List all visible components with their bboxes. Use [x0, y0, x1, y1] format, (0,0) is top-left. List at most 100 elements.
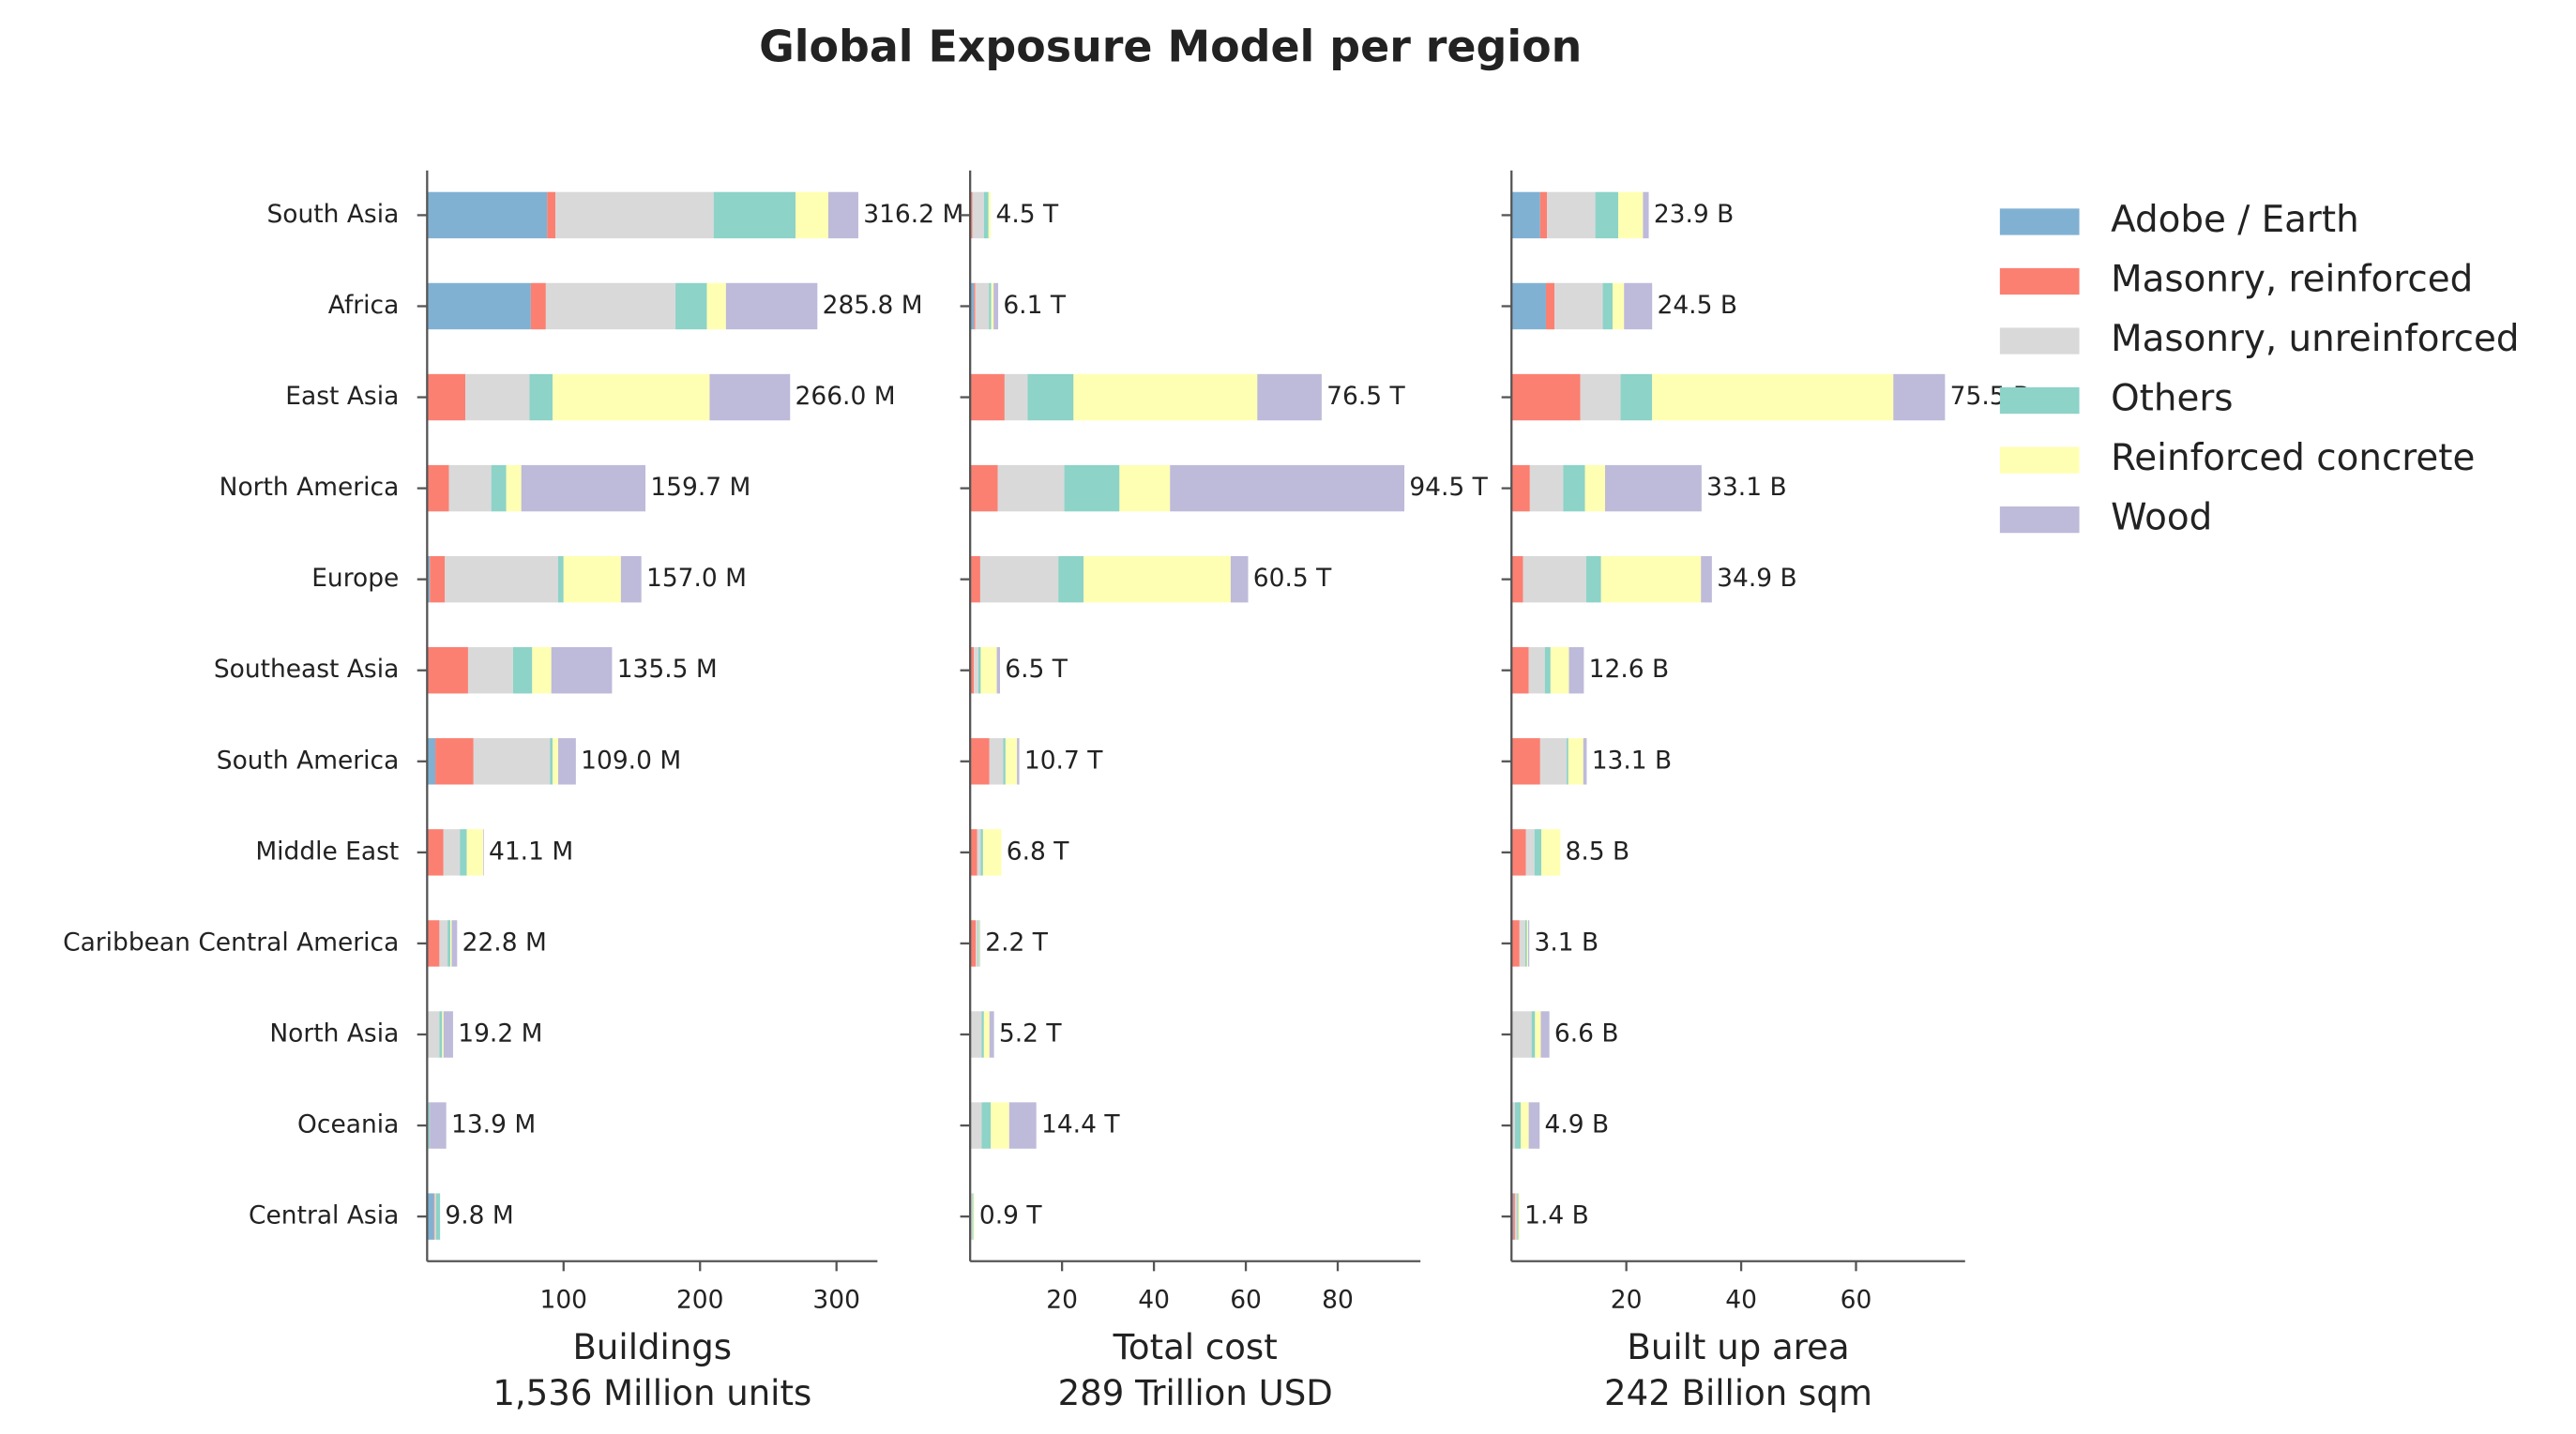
total-label: 12.6 B — [1589, 655, 1670, 684]
bar-segment — [991, 1102, 1009, 1149]
bar-segment — [1547, 191, 1596, 239]
x-axis-detail: 242 Billion sqm — [1604, 1373, 1872, 1413]
bar-segment — [973, 1193, 975, 1240]
bar-segment — [1567, 738, 1568, 785]
bar-segment — [430, 1102, 447, 1149]
bar-segment — [445, 555, 558, 603]
y-tick-label: Central Asia — [249, 1201, 399, 1230]
y-tick-label: Caribbean Central America — [63, 928, 399, 957]
total-label: 34.9 B — [1717, 564, 1797, 593]
bar-segment — [550, 738, 553, 785]
bar-segment — [1602, 282, 1613, 330]
bar-segment — [427, 373, 466, 421]
total-label: 8.5 B — [1566, 837, 1630, 866]
legend-label: Others — [2111, 378, 2233, 420]
total-label: 0.9 T — [979, 1201, 1043, 1230]
bar-segment — [427, 464, 449, 512]
x-tick-label: 40 — [1725, 1286, 1757, 1315]
bar-segment — [1521, 1102, 1529, 1149]
total-label: 13.1 B — [1592, 746, 1673, 775]
bar-segment — [1027, 373, 1074, 421]
bar-segment — [450, 920, 452, 967]
bar-segment — [1584, 464, 1606, 512]
bar-segment — [467, 647, 513, 694]
x-tick-label: 100 — [540, 1286, 588, 1315]
bar-segment — [466, 829, 483, 876]
legend-label: Masonry, unreinforced — [2111, 318, 2519, 360]
bar-segment — [1624, 282, 1653, 330]
chart-title: Global Exposure Model per region — [759, 21, 1582, 71]
bar-segment — [443, 829, 461, 876]
bar-segment — [982, 829, 1002, 876]
bar-segment — [796, 191, 828, 239]
y-tick-label: Southeast Asia — [214, 655, 399, 684]
total-label: 23.9 B — [1654, 200, 1735, 229]
y-tick-label: East Asia — [285, 382, 399, 411]
bar-segment — [977, 647, 981, 694]
bar-segment — [1003, 738, 1006, 785]
total-label: 14.4 T — [1041, 1110, 1120, 1140]
bar-segment — [1540, 1011, 1550, 1058]
bar-segment — [1257, 373, 1322, 421]
bar-segment — [553, 373, 710, 421]
y-tick-label: South America — [217, 746, 400, 775]
bar-segment — [529, 373, 553, 421]
bar-segment — [1511, 373, 1581, 421]
bar-segment — [977, 920, 979, 967]
bar-segment — [1534, 829, 1542, 876]
bar-segment — [1004, 373, 1028, 421]
bar-segment — [551, 647, 613, 694]
bar-segment — [1893, 373, 1946, 421]
bar-segment — [430, 555, 446, 603]
bar-segment — [1545, 282, 1555, 330]
bar-segment — [997, 464, 1065, 512]
x-tick-label: 80 — [1322, 1286, 1354, 1315]
bar-segment — [1511, 191, 1540, 239]
total-label: 13.9 M — [451, 1110, 536, 1140]
bar-segment — [460, 829, 467, 876]
bar-segment — [557, 555, 564, 603]
bar-segment — [974, 647, 978, 694]
x-tick-label: 40 — [1138, 1286, 1170, 1315]
bar-segment — [427, 829, 444, 876]
legend-label: Wood — [2111, 497, 2212, 539]
bar-segment — [706, 282, 726, 330]
bar-segment — [447, 920, 451, 967]
bar-segment — [972, 191, 984, 239]
total-label: 4.9 B — [1545, 1110, 1610, 1140]
bar-segment — [970, 1102, 982, 1149]
legend-label: Adobe / Earth — [2111, 199, 2359, 241]
bar-segment — [1511, 647, 1529, 694]
bar-segment — [1620, 373, 1653, 421]
bar-segment — [970, 1011, 982, 1058]
total-label: 316.2 M — [863, 200, 963, 229]
bar-segment — [989, 282, 992, 330]
bar-segment — [1514, 1102, 1522, 1149]
total-label: 2.2 T — [985, 928, 1049, 957]
y-tick-label: North America — [220, 473, 400, 502]
bar-segment — [1083, 555, 1231, 603]
total-label: 9.8 M — [445, 1201, 513, 1230]
bar-segment — [1073, 373, 1258, 421]
bar-segment — [970, 373, 1005, 421]
bar-segment — [428, 1102, 431, 1149]
bar-segment — [439, 920, 448, 967]
bar-segment — [1058, 555, 1084, 603]
bar-segment — [1531, 1011, 1536, 1058]
bar-segment — [1652, 373, 1894, 421]
bar-segment — [521, 464, 646, 512]
bar-segment — [981, 1011, 984, 1058]
bar-segment — [491, 464, 507, 512]
y-tick-label: Africa — [328, 291, 400, 320]
total-label: 19.2 M — [458, 1019, 542, 1048]
bar-segment — [1550, 647, 1569, 694]
bar-segment — [1701, 555, 1712, 603]
total-label: 4.5 T — [995, 200, 1059, 229]
total-label: 109.0 M — [581, 746, 681, 775]
bar-segment — [473, 738, 551, 785]
bar-segment — [1511, 920, 1520, 967]
total-label: 94.5 T — [1409, 473, 1488, 502]
bar-segment — [1544, 647, 1551, 694]
bar-segment — [1585, 555, 1601, 603]
